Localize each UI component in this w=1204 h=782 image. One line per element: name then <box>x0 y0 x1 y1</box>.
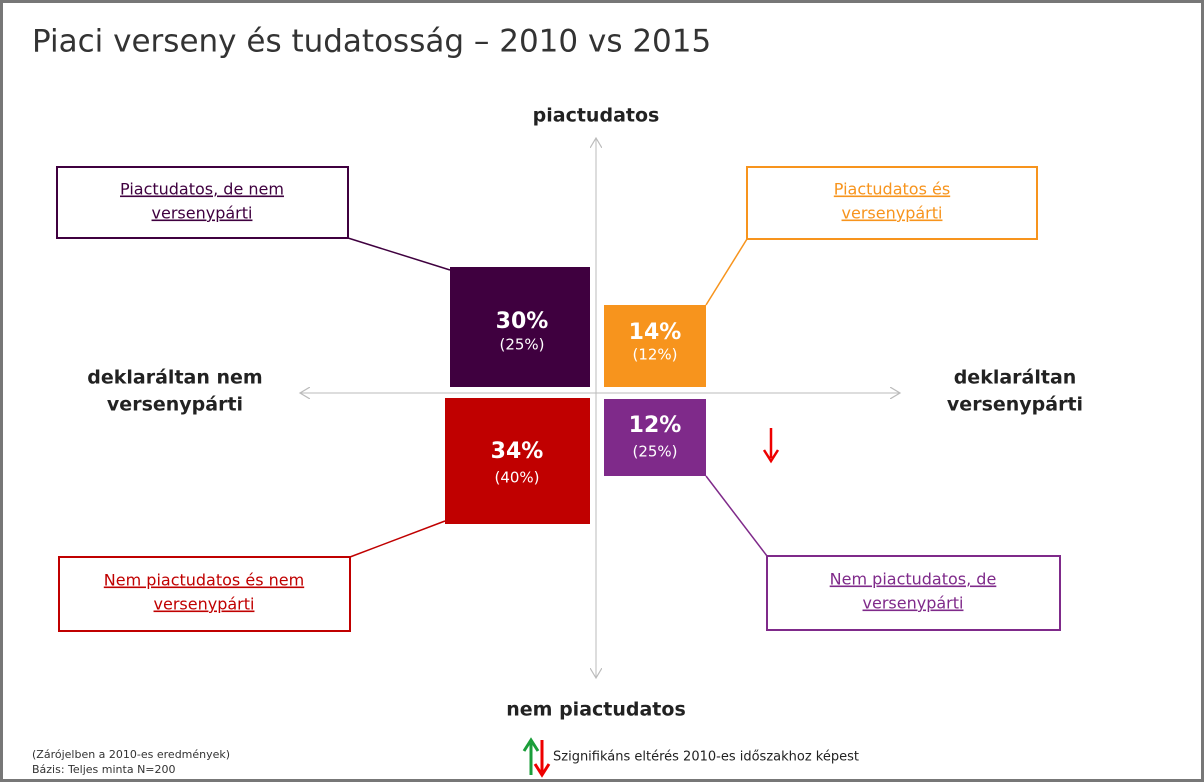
previous-value: (12%) <box>632 346 677 364</box>
label: versenypárti <box>863 594 964 613</box>
connector <box>705 475 768 557</box>
axis-label: versenypárti <box>947 394 1083 416</box>
label: Piactudatos, de nem <box>120 180 284 199</box>
label-box <box>746 166 1038 240</box>
title: Piaci verseny és tudatosság – 2010 vs 20… <box>32 24 711 60</box>
quadrant-box <box>450 267 590 387</box>
label: Nem piactudatos, de <box>830 570 997 589</box>
label: Nem piactudatos és nem <box>104 571 304 590</box>
previous-value: (40%) <box>494 469 539 487</box>
label-box <box>766 555 1061 631</box>
down-arrow <box>533 740 551 778</box>
label-box <box>56 166 349 239</box>
quadrant-box <box>604 305 706 387</box>
connector <box>349 520 446 558</box>
up-arrow <box>522 737 540 775</box>
quadrant-box <box>604 399 706 476</box>
label: versenypárti <box>152 204 253 223</box>
axis-label: versenypárti <box>107 394 243 416</box>
axis-label: piactudatos <box>533 105 660 127</box>
previous-value: (25%) <box>499 336 544 354</box>
axis-label: nem piactudatos <box>506 699 686 721</box>
value: 14% <box>629 320 682 345</box>
legend-text: Szignifikáns eltérés 2010-es időszakhoz … <box>553 750 859 765</box>
quadrant-box <box>445 398 590 524</box>
down-arrow <box>762 428 780 464</box>
previous-value: (25%) <box>632 443 677 461</box>
label: versenypárti <box>154 595 255 614</box>
footnote: Bázis: Teljes minta N=200 <box>32 763 176 776</box>
connector <box>347 237 451 271</box>
value: 34% <box>491 439 544 464</box>
connector <box>705 238 748 306</box>
axis-label: deklaráltan <box>954 367 1077 389</box>
label: versenypárti <box>842 204 943 223</box>
footnote: (Zárójelben a 2010-es eredmények) <box>32 748 230 761</box>
label: Piactudatos és <box>834 180 950 199</box>
value: 12% <box>629 413 682 438</box>
label-box <box>58 556 351 632</box>
value: 30% <box>496 309 549 334</box>
axis-label: deklaráltan nem <box>87 367 262 389</box>
